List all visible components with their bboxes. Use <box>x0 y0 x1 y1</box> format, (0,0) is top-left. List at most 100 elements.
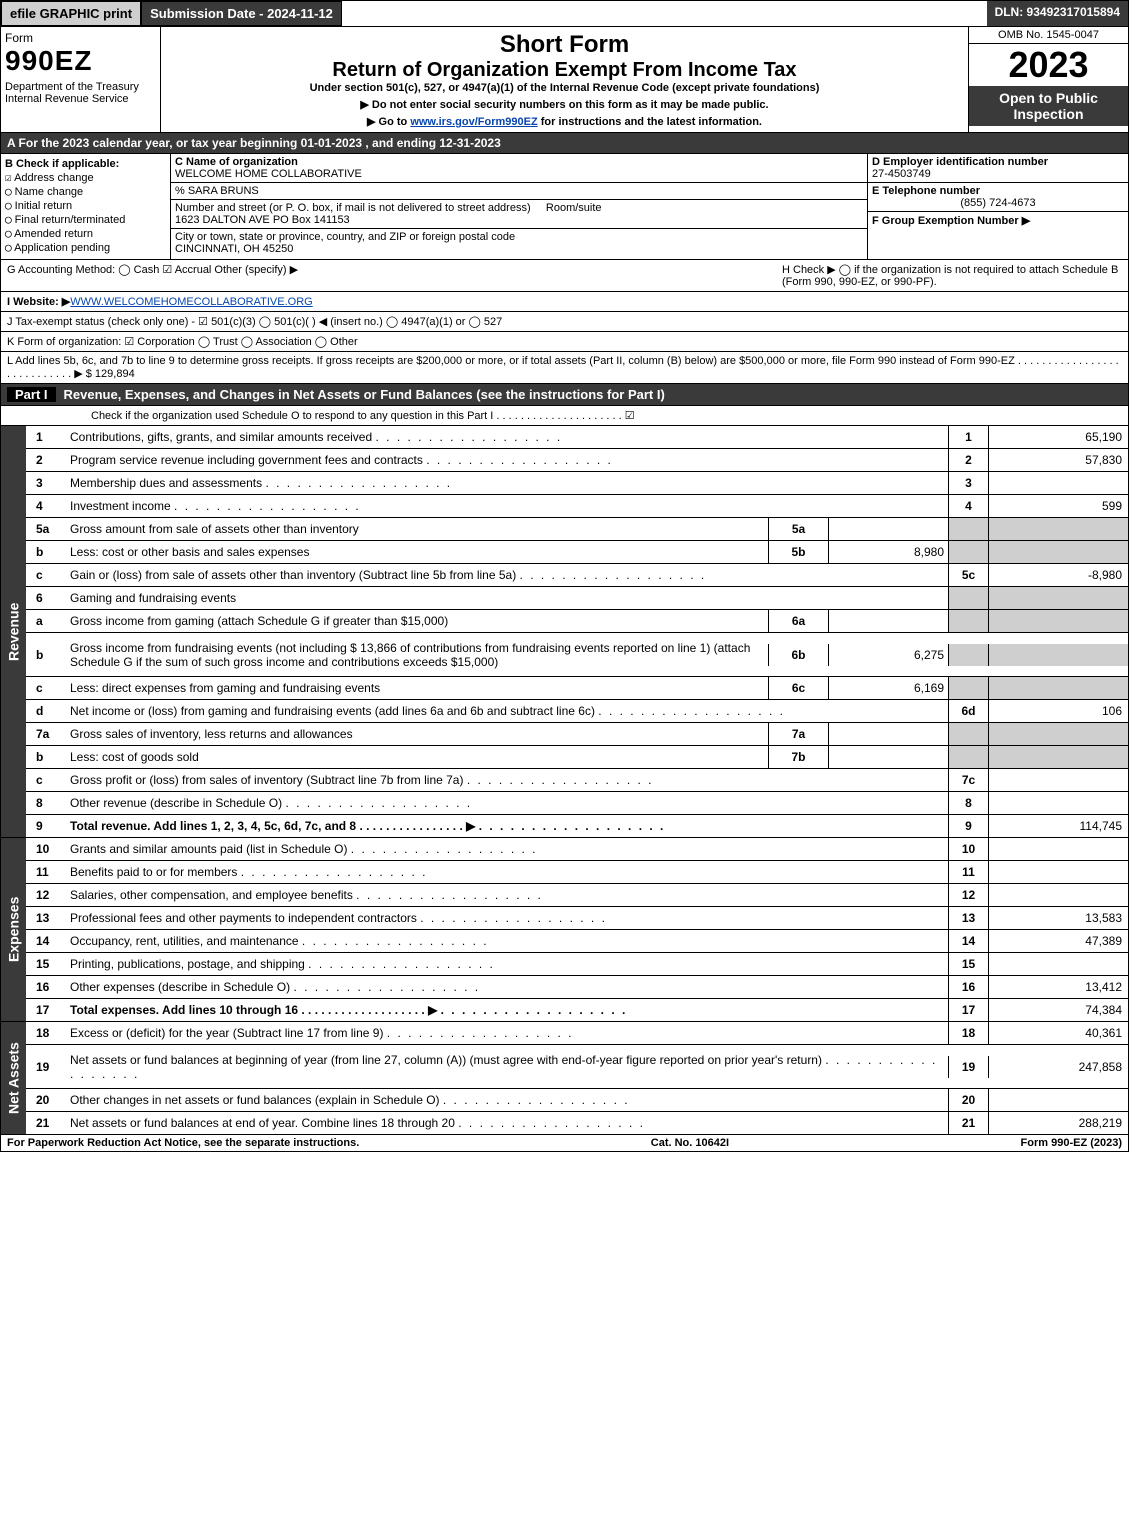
F-label: F Group Exemption Number ▶ <box>872 215 1030 227</box>
row-a: aGross income from gaming (attach Schedu… <box>26 610 1128 633</box>
line-I: I Website: ▶WWW.WELCOMEHOMECOLLABORATIVE… <box>0 292 1129 312</box>
dln: DLN: 93492317015894 <box>987 1 1128 26</box>
row-c: cGross profit or (loss) from sales of in… <box>26 769 1128 792</box>
expenses-table: Expenses 10Grants and similar amounts pa… <box>0 838 1129 1022</box>
street: 1623 DALTON AVE PO Box 141153 <box>175 214 350 226</box>
row-18: 18Excess or (deficit) for the year (Subt… <box>26 1022 1128 1045</box>
F-group: F Group Exemption Number ▶ <box>868 212 1128 229</box>
col-C: C Name of organizationWELCOME HOME COLLA… <box>171 154 868 259</box>
row-b: bLess: cost of goods sold7b <box>26 746 1128 769</box>
instruction-2: ▶ Go to www.irs.gov/Form990EZ for instru… <box>165 115 964 128</box>
footer-left: For Paperwork Reduction Act Notice, see … <box>7 1137 359 1149</box>
city-label: City or town, state or province, country… <box>175 231 515 243</box>
E-label: E Telephone number <box>872 185 980 197</box>
E-val: (855) 724-4673 <box>872 197 1124 209</box>
line-G-H: G Accounting Method: ◯ Cash ☑ Accrual Ot… <box>0 260 1129 292</box>
C-name: C Name of organizationWELCOME HOME COLLA… <box>171 154 867 183</box>
checkbox-name-change[interactable]: ◯ Name change <box>5 185 166 198</box>
revenue-table: Revenue 1Contributions, gifts, grants, a… <box>0 426 1129 838</box>
line-K: K Form of organization: ☑ Corporation ◯ … <box>0 332 1129 352</box>
line-G: G Accounting Method: ◯ Cash ☑ Accrual Ot… <box>7 263 782 288</box>
netassets-rows: 18Excess or (deficit) for the year (Subt… <box>26 1022 1128 1134</box>
E-phone: E Telephone number(855) 724-4673 <box>868 183 1128 212</box>
form-word: Form <box>5 31 156 45</box>
row-1: 1Contributions, gifts, grants, and simil… <box>26 426 1128 449</box>
footer-spacer <box>359 1137 650 1149</box>
row-15: 15Printing, publications, postage, and s… <box>26 953 1128 976</box>
row-21: 21Net assets or fund balances at end of … <box>26 1112 1128 1134</box>
C-care: % SARA BRUNS <box>171 183 867 200</box>
col-B: B Check if applicable: ☑ Address change◯… <box>1 154 171 259</box>
row-12: 12Salaries, other compensation, and empl… <box>26 884 1128 907</box>
irs-link[interactable]: www.irs.gov/Form990EZ <box>410 116 537 128</box>
footer-spacer2 <box>729 1137 1020 1149</box>
expenses-label: Expenses <box>1 838 26 1021</box>
spacer <box>342 1 987 26</box>
checkbox-address-change[interactable]: ☑ Address change <box>5 171 166 184</box>
instr2-post: for instructions and the latest informat… <box>538 116 762 128</box>
header-left: Form 990EZ Department of the Treasury In… <box>1 27 161 132</box>
line-H: H Check ▶ ◯ if the organization is not r… <box>782 263 1122 288</box>
row-3: 3Membership dues and assessments 3 <box>26 472 1128 495</box>
row-16: 16Other expenses (describe in Schedule O… <box>26 976 1128 999</box>
open-to-public: Open to Public Inspection <box>969 86 1128 126</box>
row-8: 8Other revenue (describe in Schedule O) … <box>26 792 1128 815</box>
row-20: 20Other changes in net assets or fund ba… <box>26 1089 1128 1112</box>
col-DEF: D Employer identification number27-45037… <box>868 154 1128 259</box>
expenses-rows: 10Grants and similar amounts paid (list … <box>26 838 1128 1021</box>
footer: For Paperwork Reduction Act Notice, see … <box>0 1135 1129 1152</box>
netassets-table: Net Assets 18Excess or (deficit) for the… <box>0 1022 1129 1135</box>
org-name: WELCOME HOME COLLABORATIVE <box>175 168 362 180</box>
row-6: 6Gaming and fundraising events <box>26 587 1128 610</box>
line-A: A For the 2023 calendar year, or tax yea… <box>0 133 1129 154</box>
C-label: C Name of organization <box>175 156 298 168</box>
efile-button[interactable]: efile GRAPHIC print <box>1 1 141 26</box>
row-4: 4Investment income 4599 <box>26 495 1128 518</box>
title-return: Return of Organization Exempt From Incom… <box>165 59 964 82</box>
room-label: Room/suite <box>546 202 602 214</box>
street-label: Number and street (or P. O. box, if mail… <box>175 202 531 214</box>
part-I-bar: Part I Revenue, Expenses, and Changes in… <box>0 384 1129 406</box>
checkbox-final-return-terminated[interactable]: ◯ Final return/terminated <box>5 213 166 226</box>
row-2: 2Program service revenue including gover… <box>26 449 1128 472</box>
row-5a: 5aGross amount from sale of assets other… <box>26 518 1128 541</box>
B-header: B Check if applicable: <box>5 158 166 170</box>
omb-number: OMB No. 1545-0047 <box>969 27 1128 44</box>
netassets-label: Net Assets <box>1 1022 26 1134</box>
D-val: 27-4503749 <box>872 168 931 180</box>
line-J: J Tax-exempt status (check only one) - ☑… <box>0 312 1129 332</box>
website-link[interactable]: WWW.WELCOMEHOMECOLLABORATIVE.ORG <box>70 296 312 308</box>
part-I-check: Check if the organization used Schedule … <box>0 406 1129 426</box>
footer-right: Form 990-EZ (2023) <box>1021 1137 1122 1149</box>
row-7a: 7aGross sales of inventory, less returns… <box>26 723 1128 746</box>
top-bar: efile GRAPHIC print Submission Date - 20… <box>0 0 1129 27</box>
C-city: City or town, state or province, country… <box>171 229 867 257</box>
row-14: 14Occupancy, rent, utilities, and mainte… <box>26 930 1128 953</box>
form-number: 990EZ <box>5 45 156 77</box>
checkbox-amended-return[interactable]: ◯ Amended return <box>5 227 166 240</box>
row-c: cLess: direct expenses from gaming and f… <box>26 677 1128 700</box>
header-mid: Short Form Return of Organization Exempt… <box>161 27 968 132</box>
line-L: L Add lines 5b, 6c, and 7b to line 9 to … <box>0 352 1129 384</box>
checkbox-initial-return[interactable]: ◯ Initial return <box>5 199 166 212</box>
row-10: 10Grants and similar amounts paid (list … <box>26 838 1128 861</box>
row-19: 19Net assets or fund balances at beginni… <box>26 1045 1128 1089</box>
city: CINCINNATI, OH 45250 <box>175 243 293 255</box>
form-header: Form 990EZ Department of the Treasury In… <box>0 27 1129 133</box>
instr2-pre: ▶ Go to <box>367 116 410 128</box>
row-11: 11Benefits paid to or for members 11 <box>26 861 1128 884</box>
checkbox-application-pending[interactable]: ◯ Application pending <box>5 241 166 254</box>
instruction-1: ▶ Do not enter social security numbers o… <box>165 98 964 111</box>
footer-mid: Cat. No. 10642I <box>651 1137 729 1149</box>
C-street: Number and street (or P. O. box, if mail… <box>171 200 867 229</box>
header-right: OMB No. 1545-0047 2023 Open to Public In… <box>968 27 1128 132</box>
row-9: 9Total revenue. Add lines 1, 2, 3, 4, 5c… <box>26 815 1128 837</box>
part-I-title: Revenue, Expenses, and Changes in Net As… <box>64 387 665 402</box>
row-17: 17Total expenses. Add lines 10 through 1… <box>26 999 1128 1021</box>
submission-date: Submission Date - 2024-11-12 <box>141 1 342 26</box>
row-d: dNet income or (loss) from gaming and fu… <box>26 700 1128 723</box>
revenue-label: Revenue <box>1 426 26 837</box>
D-label: D Employer identification number <box>872 156 1048 168</box>
block-B-to-F: B Check if applicable: ☑ Address change◯… <box>0 154 1129 260</box>
subtitle: Under section 501(c), 527, or 4947(a)(1)… <box>165 82 964 94</box>
